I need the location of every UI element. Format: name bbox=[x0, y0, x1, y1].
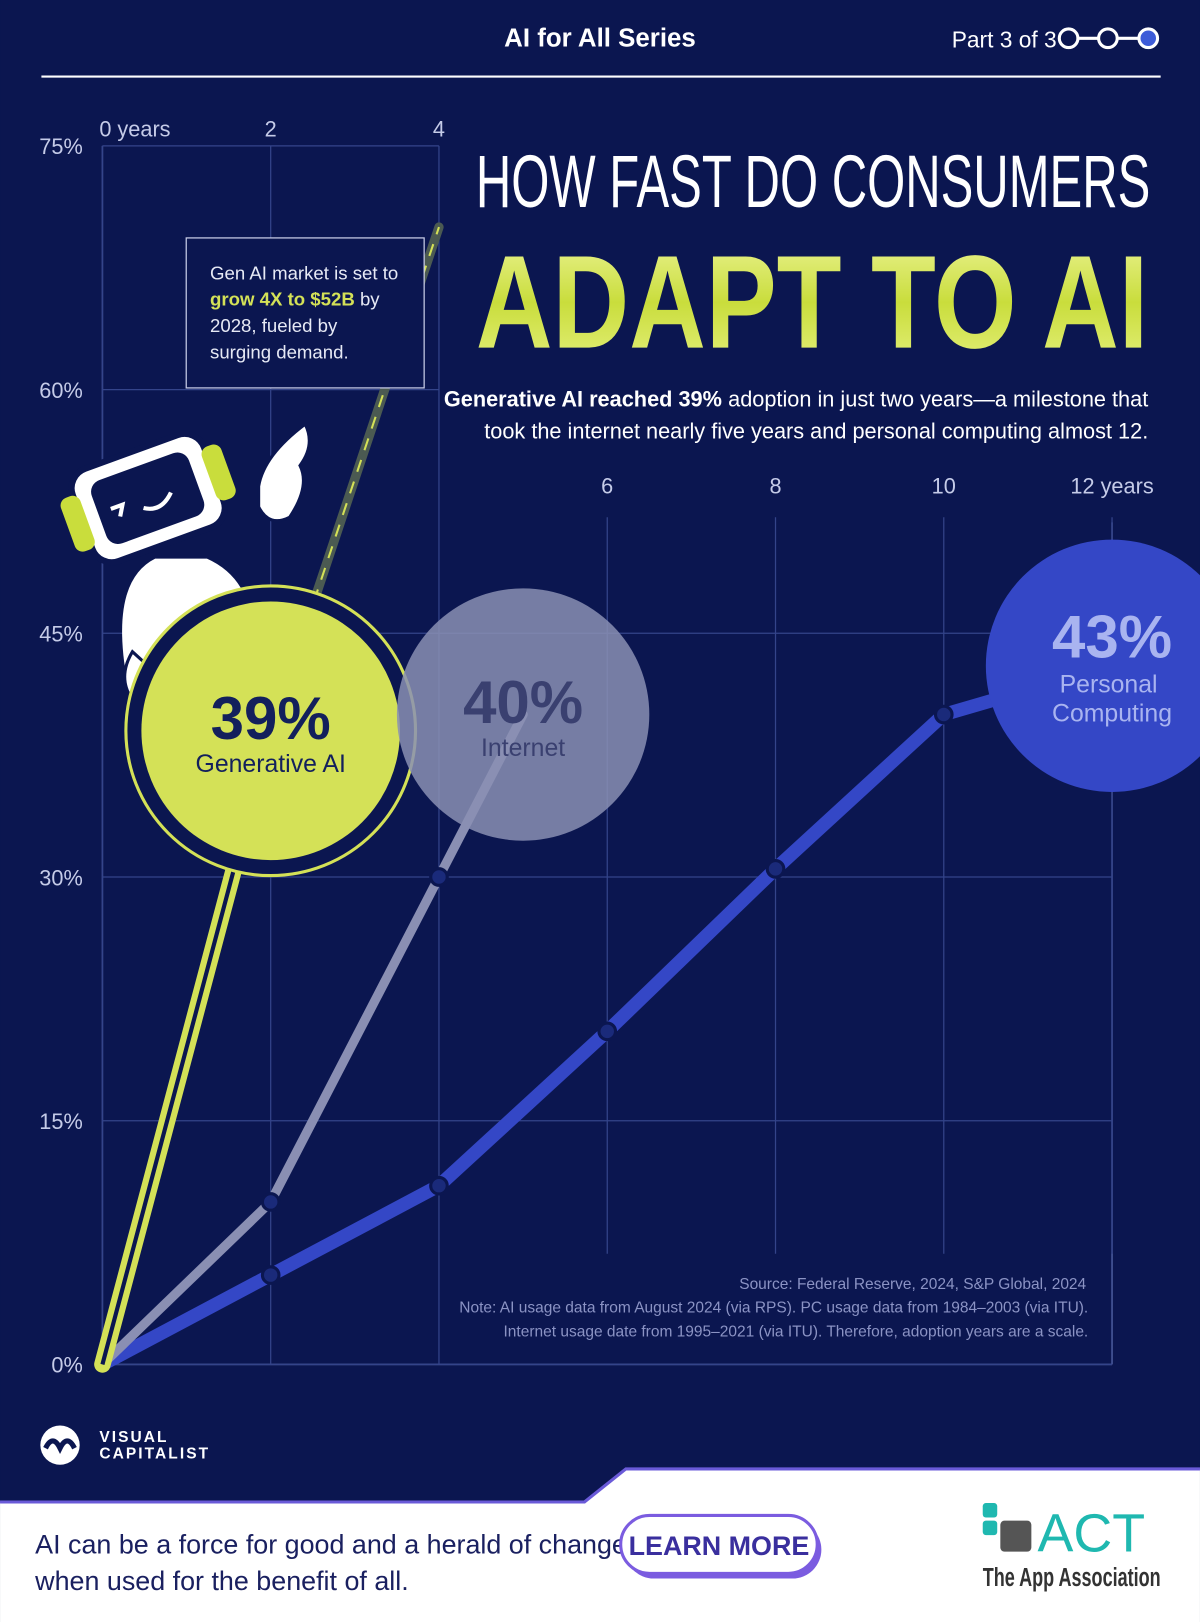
series-label: Internet bbox=[481, 735, 565, 762]
annotation-line: 2028, fueled by bbox=[210, 315, 338, 336]
subtitle-text: adoption in just two years—a milestone t… bbox=[728, 387, 1148, 412]
footer-message: when used for the benefit of all. bbox=[34, 1566, 409, 1596]
subtitle-bold: Generative AI reached 39% bbox=[444, 387, 722, 412]
annotation-text: by bbox=[355, 289, 381, 310]
progress bbox=[1057, 27, 1160, 50]
annotation: Gen AI market is set to grow 4X to $52B b… bbox=[210, 262, 398, 362]
subtitle: Generative AI reached 39% adoption in jus… bbox=[444, 387, 1148, 444]
sponsor: ACT bbox=[1038, 1504, 1146, 1564]
subtitle-line: took the internet nearly five years and … bbox=[484, 419, 1148, 444]
note: Note: AI usage data from August 2024 (vi… bbox=[459, 1300, 1088, 1317]
annotation-line: Gen AI market is set to bbox=[210, 262, 398, 283]
bubble bbox=[396, 588, 650, 841]
data-label: 43% bbox=[1052, 604, 1172, 671]
plot: 39%Generative AI 40%Internet 43%Personal C… bbox=[94, 222, 1200, 1373]
x-tick-label: 4 bbox=[433, 117, 445, 142]
bubble bbox=[141, 601, 401, 861]
logo-text: VISUAL bbox=[99, 1429, 168, 1446]
x-tick-label: 6 bbox=[601, 473, 613, 498]
y-tick-label: 0% bbox=[51, 1353, 82, 1378]
learn-more-button[interactable]: LEARN MORE bbox=[619, 1513, 822, 1579]
annotation-highlight: grow 4X to $52B bbox=[210, 289, 355, 310]
data-point bbox=[429, 1175, 449, 1196]
y-tick-label: 45% bbox=[39, 622, 82, 647]
x-tick-label: 10 bbox=[932, 473, 956, 498]
button-label[interactable]: LEARN MORE bbox=[629, 1531, 810, 1561]
annotation-line: surging demand. bbox=[210, 341, 349, 362]
footer-band bbox=[0, 1468, 1200, 1622]
sponsor-logo: ACT The App Association bbox=[982, 1503, 1161, 1592]
x-tick-label: 0 years bbox=[99, 117, 170, 142]
annotation-box bbox=[185, 237, 425, 389]
part-label: Part 3 of 3 bbox=[952, 27, 1057, 53]
annotation-text: Gen AI market is set to bbox=[210, 262, 398, 283]
subtitle-line: Generative AI reached 39% adoption in jus… bbox=[444, 387, 1148, 412]
series-title: AI for All Series bbox=[504, 25, 696, 53]
footer-message: AI can be a force for good and a herald … bbox=[35, 1530, 627, 1560]
data-point bbox=[260, 1265, 281, 1285]
x-tick-label: 12 years bbox=[1070, 473, 1153, 498]
source: Source: Federal Reserve, 2024, S&P Globa… bbox=[739, 1276, 1086, 1293]
logo: VISUAL CAPITALIST bbox=[40, 1425, 210, 1465]
note: Internet usage date from 1995–2021 (via … bbox=[504, 1323, 1089, 1340]
chart-title-emphasis: ADAPT TO AI bbox=[476, 229, 1148, 377]
annotation-line: grow 4X to $52B by bbox=[210, 289, 380, 310]
footer-edge bbox=[0, 1467, 1200, 1504]
x-tick-label: 2 bbox=[265, 117, 277, 142]
annotation-text: surging demand. bbox=[210, 341, 349, 362]
chart-title: HOW FAST DO CONSUMERS bbox=[476, 140, 1150, 223]
y-tick-label: 75% bbox=[39, 134, 82, 159]
data-label: 39% bbox=[211, 685, 331, 752]
data-point bbox=[260, 1192, 281, 1212]
annotation-text: 2028, fueled by bbox=[210, 315, 338, 336]
y-tick-label: 30% bbox=[39, 865, 82, 890]
bubble bbox=[985, 539, 1200, 792]
data-label: 40% bbox=[463, 669, 583, 736]
data-point bbox=[429, 867, 449, 887]
series-label: Personal Computing bbox=[1052, 672, 1172, 728]
notes: Source: Federal Reserve, 2024, S&P Globa… bbox=[459, 1276, 1088, 1341]
x-tick-label: 8 bbox=[769, 473, 781, 498]
data-point bbox=[933, 704, 954, 725]
data-point bbox=[597, 1021, 618, 1042]
series-label: Generative AI bbox=[196, 751, 346, 778]
sponsor-name: The App Association bbox=[983, 1564, 1161, 1592]
logo-text: CAPITALIST bbox=[99, 1446, 210, 1463]
y-tick-label: 60% bbox=[39, 378, 82, 403]
data-point bbox=[765, 859, 786, 879]
y-tick-label: 15% bbox=[39, 1109, 82, 1134]
